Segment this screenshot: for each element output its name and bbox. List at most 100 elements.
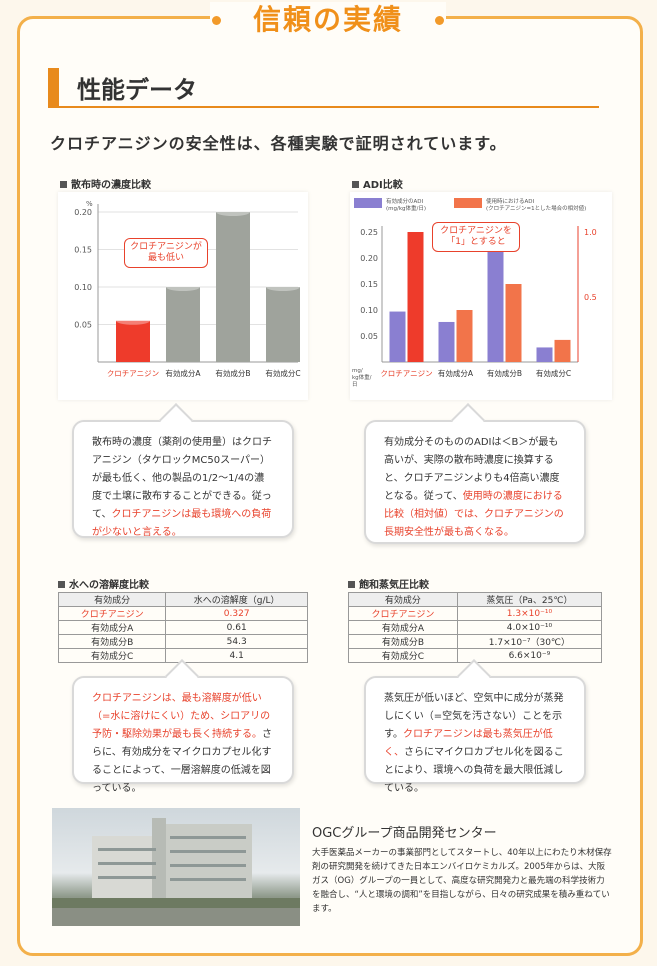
table-header-row: 有効成分 水への溶解度（g/L） [57, 592, 308, 607]
table-cell: 有効成分A [57, 620, 167, 635]
table-header-cell: 蒸気圧（Pa、25℃） [456, 592, 603, 607]
chart2-left-tick: 0.25 [360, 228, 378, 237]
chart2-right-tick: 1.0 [584, 228, 597, 237]
chart1-note-highlight: クロチアニジンは最も環境への負荷が少ないと言える。 [92, 509, 272, 538]
chart1-bar [216, 212, 250, 362]
chart2-legend-label: (mg/kg体重/日) [386, 204, 426, 212]
chart2-left-tick: 0.05 [360, 332, 378, 341]
chart1-note: 散布時の濃度（薬剤の使用量）はクロチアニジン（タケロックMC50スーパー）が最も… [72, 403, 294, 538]
chart2-note-highlight: 使用時の濃度における比較（相対値）では、クロチアニジンの長期安全性が最も高くなる… [384, 491, 564, 538]
chart2-bar-relative [505, 284, 522, 362]
chart1-svg: % 0.05 0.10 0.15 0.20 クロチアニジン 有効成分A 有効成分B 有効成分C [74, 200, 300, 378]
chart1-bar-cap [266, 283, 300, 291]
chart1-title-text: 散布時の濃度比較 [71, 180, 151, 191]
table-cell: 有効成分B [57, 634, 167, 649]
chart2-bar-adi [536, 347, 553, 362]
table-cell: クロチアニジン [348, 606, 458, 621]
chart2-left-unit: kg体重/ [352, 373, 372, 381]
table-cell: 1.3×10⁻¹⁰ [456, 606, 603, 621]
banner: 信頼の実績 [210, 2, 446, 38]
chart1-bar-cap [166, 283, 200, 291]
table-cell: 有効成分A [348, 620, 458, 635]
chart2-left-tick: 0.10 [360, 306, 378, 315]
section-title: 性能データ [48, 68, 599, 108]
chart2-bar-adi [389, 311, 406, 362]
table-row: クロチアニジン 1.3×10⁻¹⁰ [348, 606, 603, 621]
building-tower [152, 818, 166, 898]
table-cell: 有効成分B [348, 634, 458, 649]
table-row: 有効成分C 6.6×10⁻⁹ [348, 648, 603, 663]
vapor-note-text-b: さらにマイクロカプセル化を図ることにより、環境への負荷を最大限低減している。 [384, 747, 564, 794]
chart2-x-label: 有効成分B [487, 368, 522, 378]
chart2-callout: クロチアニジンを 「1」とすると [432, 222, 520, 252]
chart1-x-label: 有効成分B [215, 368, 250, 378]
table-header-row: 有効成分 蒸気圧（Pa、25℃） [348, 592, 603, 607]
chart2-right-tick: 0.5 [584, 293, 597, 302]
chart2-left-unit: 日 [352, 381, 358, 388]
chart1-bar-cap [216, 208, 250, 216]
table2-title: 飽和蒸気圧比較 [348, 576, 429, 591]
table-row: 有効成分B 54.3 [57, 634, 308, 649]
table-row: 有効成分C 4.1 [57, 648, 308, 663]
section-title-text: 性能データ [77, 76, 197, 104]
banner-dot-left [212, 16, 221, 25]
chart2-left-tick: 0.15 [360, 280, 378, 289]
headline: クロチアニジンの安全性は、各種実験で証明されています。 [50, 134, 507, 153]
chart2-title-text: ADI比較 [363, 180, 403, 191]
table-cell: 4.0×10⁻¹⁰ [456, 620, 603, 635]
chart2-legend-label: 有効成分のADI [386, 197, 423, 205]
chart1-bar [266, 287, 300, 362]
chart2-x-label: クロチアニジン [380, 369, 432, 378]
table2-title-text: 飽和蒸気圧比較 [359, 580, 429, 591]
vapor-note-text-a: 蒸気圧が低いほど、空気中に成分が蒸発しにくい（=空気を汚さない）ことを示す。 [384, 693, 564, 740]
chart2-bar-relative [407, 232, 424, 362]
table1-title: 水への溶解度比較 [58, 576, 149, 591]
chart2-bar-adi [438, 321, 455, 362]
chart2-box: 有効成分のADI (mg/kg体重/日) 使用時におけるADI (クロチアニジン=1と… [350, 192, 612, 400]
road [52, 908, 300, 926]
chart2-left-tick: 0.20 [360, 254, 378, 263]
banner-title: 信頼の実績 [252, 3, 403, 36]
solubility-note-text: さらに、有効成分をマイクロカプセル化することによって、一層溶解度の低減を図ってい… [92, 729, 272, 794]
table-cell: 4.1 [165, 648, 308, 663]
ogc-body: 大手医薬品メーカーの事業部門としてスタートし、40年以上にわたり木材保存剤の研究… [312, 848, 612, 914]
banner-dot-right [435, 16, 444, 25]
chart1-bar [116, 320, 150, 362]
table-row: 有効成分B 1.7×10⁻⁷（30℃） [348, 634, 603, 649]
chart2-legend-label: 使用時におけるADI [486, 197, 534, 205]
chart2-bar-adi [487, 247, 504, 362]
chart2-x-label: 有効成分A [438, 368, 474, 378]
table-row: 有効成分A 0.61 [57, 620, 308, 635]
chart1-callout: クロチアニジンが 最も低い [124, 238, 208, 268]
solubility-note-highlight: クロチアニジンは、最も溶解度が低い（=水に溶けにくい）ため、シロアリの予防・駆除… [92, 693, 271, 740]
chart1-title: 散布時の濃度比較 [60, 176, 151, 191]
chart2-legend-label: (クロチアニジン=1とした場合の相対値) [486, 204, 586, 212]
ogc-title: OGCグループ商品開発センター [312, 826, 497, 841]
table-header-cell: 水への溶解度（g/L） [165, 592, 308, 607]
chart1-x-label: クロチアニジン [107, 369, 159, 378]
chart1-box: % 0.05 0.10 0.15 0.20 クロチアニジン 有効成分A 有効成分B 有効成分C … [58, 192, 308, 400]
table-cell: 54.3 [165, 634, 308, 649]
chart2-legend-swatch [354, 198, 382, 208]
table-cell: 6.6×10⁻⁹ [456, 648, 603, 663]
chart1-bar-cap [116, 316, 150, 325]
chart1-tick-label: 0.20 [74, 208, 92, 217]
chart1-x-label: 有効成分A [165, 368, 201, 378]
chart1-tick-label: 0.15 [74, 246, 92, 255]
vapor-note-highlight: クロチアニジンは最も蒸気圧が低く、 [384, 729, 553, 758]
chart2-legend-swatch [454, 198, 482, 208]
chart2-x-label: 有効成分C [536, 368, 571, 378]
vapor-pressure-table: 有効成分 蒸気圧（Pa、25℃） クロチアニジン 1.3×10⁻¹⁰ 有効成分A 4.0×… [348, 592, 603, 663]
solubility-table: 有効成分 水への溶解度（g/L） クロチアニジン 0.327 有効成分A 0.61 有効成分… [57, 592, 308, 663]
chart1-x-label: 有効成分C [265, 368, 300, 378]
table-cell: クロチアニジン [57, 606, 167, 621]
building-illustration [52, 818, 300, 926]
chart1-bar [166, 287, 200, 362]
solubility-note: クロチアニジンは、最も溶解度が低い（=水に溶けにくい）ため、シロアリの予防・駆除… [72, 659, 294, 794]
chart2-bar-relative [554, 339, 571, 362]
chart1-tick-label: 0.10 [74, 283, 92, 292]
table-header-cell: 有効成分 [57, 592, 167, 607]
chart2-title: ADI比較 [352, 176, 403, 191]
table-header-cell: 有効成分 [348, 592, 458, 607]
building-block-left [92, 836, 162, 898]
